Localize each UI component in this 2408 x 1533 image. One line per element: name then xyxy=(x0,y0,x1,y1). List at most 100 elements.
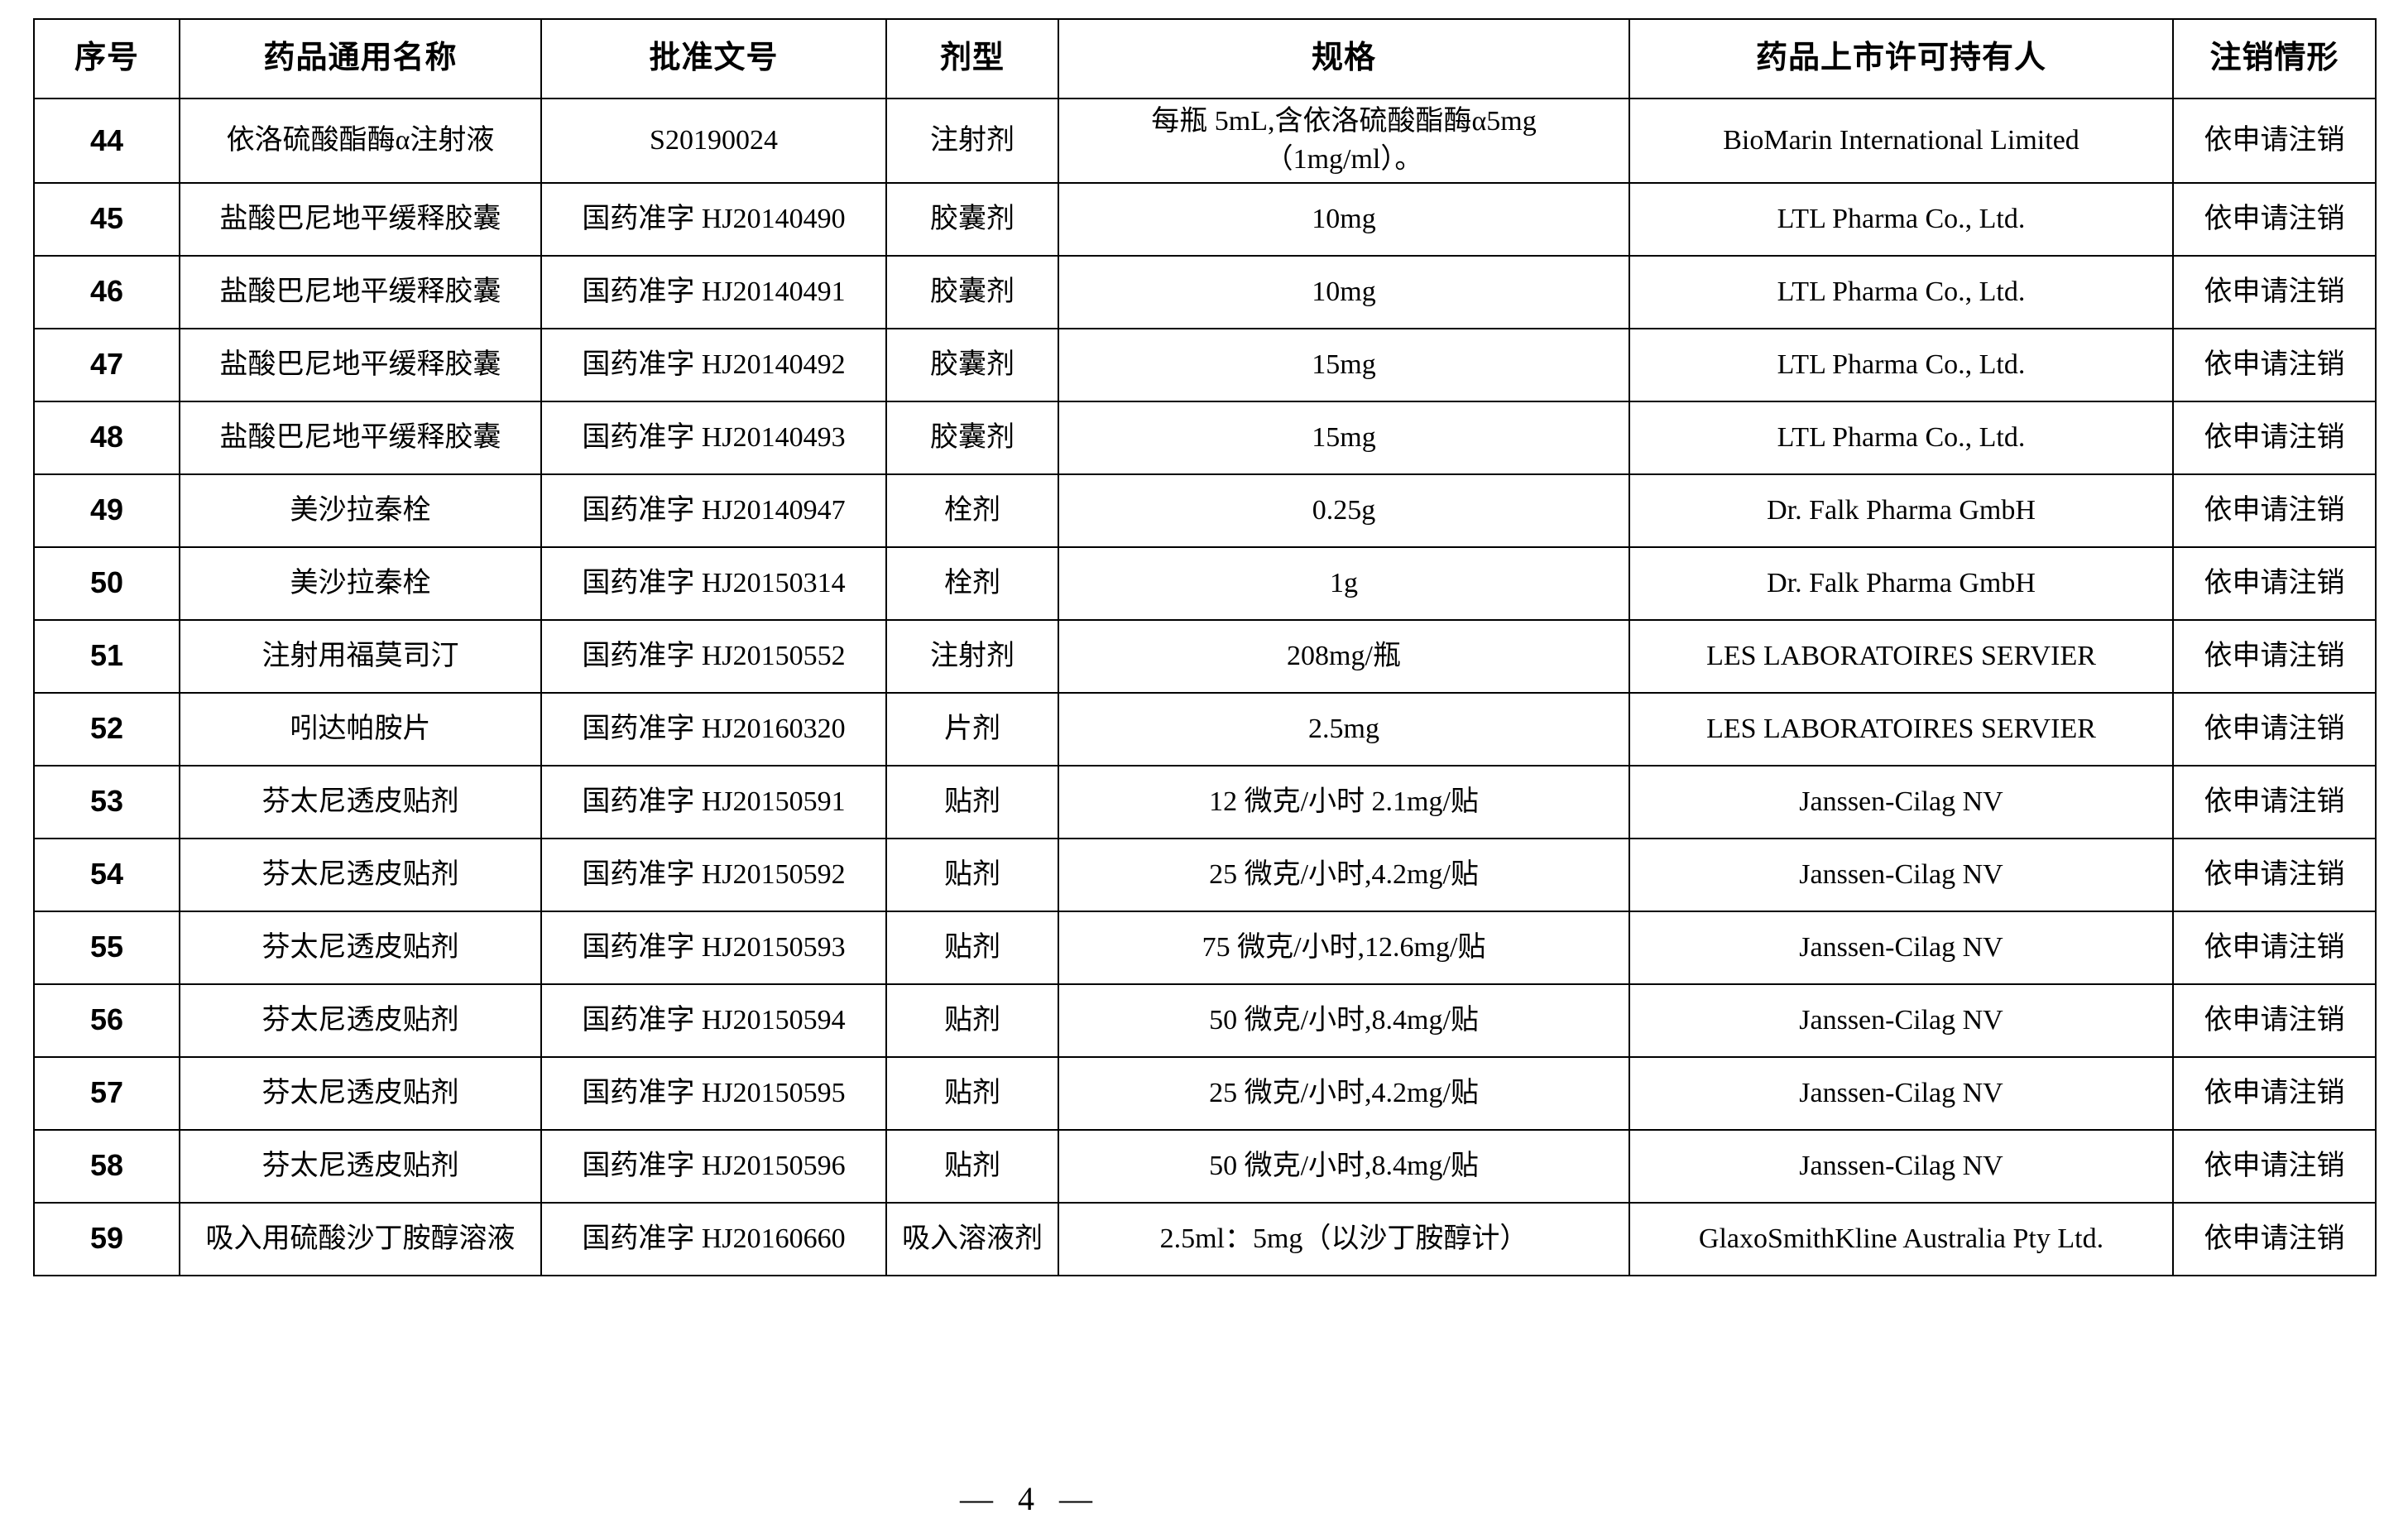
specification-line: 每瓶 5mL,含依洛硫酸酯酶α5mg xyxy=(1151,106,1537,137)
cell-drug-name: 注射用福莫司汀 xyxy=(179,618,542,694)
cell-seq: 51 xyxy=(33,618,180,694)
specification-line: 10mg xyxy=(1312,203,1376,234)
cell-marketing-holder: LTL Pharma Co., Ltd. xyxy=(1629,254,2174,329)
cell-cancellation-status: 依申请注销 xyxy=(2172,618,2377,694)
cell-approval-number: 国药准字 HJ20150591 xyxy=(540,764,887,839)
cell-marketing-holder: LES LABORATOIRES SERVIER xyxy=(1629,618,2174,694)
table-body: 44 依洛硫酸酯酶α注射液 S20190024 注射剂 每瓶 5mL,含依洛硫酸酯酶α5… xyxy=(33,98,2377,1276)
table-row: 45 盐酸巴尼地平缓释胶囊 国药准字 HJ20140490 胶囊剂 10mg LTL Ph… xyxy=(33,181,2377,257)
cell-dosage-form: 贴剂 xyxy=(885,837,1059,912)
table-row: 58 芬太尼透皮贴剂 国药准字 HJ20150596 贴剂 50 微克/小时,8.4mg… xyxy=(33,1128,2377,1204)
cell-seq: 50 xyxy=(33,545,180,621)
cell-seq: 48 xyxy=(33,400,180,475)
table-header: 序号 药品通用名称 批准文号 剂型 规格 药品上市许可持有人 注销情形 xyxy=(33,18,2377,99)
cell-marketing-holder: Janssen-Cilag NV xyxy=(1629,1055,2174,1131)
cell-dosage-form: 胶囊剂 xyxy=(885,181,1059,257)
cell-approval-number: 国药准字 HJ20160320 xyxy=(540,691,887,766)
specification-line: 0.25g xyxy=(1312,494,1376,526)
cell-seq: 47 xyxy=(33,327,180,402)
specification-line: 208mg/瓶 xyxy=(1287,640,1401,671)
cell-cancellation-status: 依申请注销 xyxy=(2172,837,2377,912)
cell-cancellation-status: 依申请注销 xyxy=(2172,1055,2377,1131)
cell-drug-name: 盐酸巴尼地平缓释胶囊 xyxy=(179,327,542,402)
cell-cancellation-status: 依申请注销 xyxy=(2172,181,2377,257)
specification-line: 1g xyxy=(1330,567,1358,598)
page-number: — 4 — xyxy=(960,1480,1101,1517)
table-row: 52 吲达帕胺片 国药准字 HJ20160320 片剂 2.5mg LES LABORAT… xyxy=(33,691,2377,766)
specification-line: 75 微克/小时,12.6mg/贴 xyxy=(1202,931,1486,963)
cell-drug-name: 美沙拉秦栓 xyxy=(179,473,542,548)
cell-specification: 2.5ml：5mg（以沙丁胺醇计） xyxy=(1058,1201,1630,1276)
cell-drug-name: 盐酸巴尼地平缓释胶囊 xyxy=(179,400,542,475)
cell-marketing-holder: LTL Pharma Co., Ltd. xyxy=(1629,327,2174,402)
cell-marketing-holder: Janssen-Cilag NV xyxy=(1629,1128,2174,1204)
cell-dosage-form: 吸入溶液剂 xyxy=(885,1201,1059,1276)
cell-approval-number: 国药准字 HJ20150593 xyxy=(540,910,887,985)
cell-specification: 12 微克/小时 2.1mg/贴 xyxy=(1058,764,1630,839)
cell-drug-name: 芬太尼透皮贴剂 xyxy=(179,1055,542,1131)
cell-specification: 10mg xyxy=(1058,181,1630,257)
cell-drug-name: 芬太尼透皮贴剂 xyxy=(179,983,542,1058)
cell-approval-number: 国药准字 HJ20160660 xyxy=(540,1201,887,1276)
cell-marketing-holder: LTL Pharma Co., Ltd. xyxy=(1629,181,2174,257)
cell-drug-name: 吸入用硫酸沙丁胺醇溶液 xyxy=(179,1201,542,1276)
cell-specification: 15mg xyxy=(1058,400,1630,475)
cell-drug-name: 芬太尼透皮贴剂 xyxy=(179,764,542,839)
specification-line: （1mg/ml）。 xyxy=(1264,143,1423,175)
cell-cancellation-status: 依申请注销 xyxy=(2172,98,2377,184)
specification-line: 12 微克/小时 2.1mg/贴 xyxy=(1209,786,1479,817)
cell-seq: 49 xyxy=(33,473,180,548)
table-row: 59 吸入用硫酸沙丁胺醇溶液 国药准字 HJ20160660 吸入溶液剂 2.5ml：5… xyxy=(33,1201,2377,1276)
cell-seq: 58 xyxy=(33,1128,180,1204)
cell-cancellation-status: 依申请注销 xyxy=(2172,1201,2377,1276)
page-footer: — 4 — xyxy=(0,1479,2408,1518)
cell-marketing-holder: Dr. Falk Pharma GmbH xyxy=(1629,545,2174,621)
cell-drug-name: 盐酸巴尼地平缓释胶囊 xyxy=(179,181,542,257)
cell-cancellation-status: 依申请注销 xyxy=(2172,545,2377,621)
cell-specification: 1g xyxy=(1058,545,1630,621)
cell-approval-number: 国药准字 HJ20150596 xyxy=(540,1128,887,1204)
cell-seq: 44 xyxy=(33,98,180,184)
table-row: 55 芬太尼透皮贴剂 国药准字 HJ20150593 贴剂 75 微克/小时,12.6m… xyxy=(33,910,2377,985)
cell-specification: 15mg xyxy=(1058,327,1630,402)
cell-marketing-holder: GlaxoSmithKline Australia Pty Ltd. xyxy=(1629,1201,2174,1276)
cell-marketing-holder: LTL Pharma Co., Ltd. xyxy=(1629,400,2174,475)
cell-cancellation-status: 依申请注销 xyxy=(2172,400,2377,475)
cell-specification: 25 微克/小时,4.2mg/贴 xyxy=(1058,837,1630,912)
cell-drug-name: 芬太尼透皮贴剂 xyxy=(179,1128,542,1204)
cell-approval-number: 国药准字 HJ20150594 xyxy=(540,983,887,1058)
cell-approval-number: 国药准字 HJ20140491 xyxy=(540,254,887,329)
cell-drug-name: 美沙拉秦栓 xyxy=(179,545,542,621)
cell-specification: 25 微克/小时,4.2mg/贴 xyxy=(1058,1055,1630,1131)
cell-marketing-holder: Janssen-Cilag NV xyxy=(1629,764,2174,839)
column-header-form: 剂型 xyxy=(885,18,1059,99)
specification-line: 25 微克/小时,4.2mg/贴 xyxy=(1209,1077,1479,1108)
cell-drug-name: 盐酸巴尼地平缓释胶囊 xyxy=(179,254,542,329)
cell-approval-number: 国药准字 HJ20150595 xyxy=(540,1055,887,1131)
cell-dosage-form: 贴剂 xyxy=(885,910,1059,985)
specification-line: 25 微克/小时,4.2mg/贴 xyxy=(1209,858,1479,890)
table-row: 48 盐酸巴尼地平缓释胶囊 国药准字 HJ20140493 胶囊剂 15mg LTL Ph… xyxy=(33,400,2377,475)
cell-dosage-form: 贴剂 xyxy=(885,1128,1059,1204)
cell-cancellation-status: 依申请注销 xyxy=(2172,1128,2377,1204)
specification-line: 15mg xyxy=(1312,421,1376,453)
table-row: 46 盐酸巴尼地平缓释胶囊 国药准字 HJ20140491 胶囊剂 10mg LTL Ph… xyxy=(33,254,2377,329)
cell-approval-number: 国药准字 HJ20150592 xyxy=(540,837,887,912)
column-header-holder: 药品上市许可持有人 xyxy=(1629,18,2174,99)
cell-seq: 57 xyxy=(33,1055,180,1131)
cell-dosage-form: 注射剂 xyxy=(885,618,1059,694)
cell-approval-number: 国药准字 HJ20150552 xyxy=(540,618,887,694)
table-row: 54 芬太尼透皮贴剂 国药准字 HJ20150592 贴剂 25 微克/小时,4.2mg… xyxy=(33,837,2377,912)
table-row: 47 盐酸巴尼地平缓释胶囊 国药准字 HJ20140492 胶囊剂 15mg LTL Ph… xyxy=(33,327,2377,402)
cell-drug-name: 芬太尼透皮贴剂 xyxy=(179,837,542,912)
cell-marketing-holder: LES LABORATOIRES SERVIER xyxy=(1629,691,2174,766)
table-row: 50 美沙拉秦栓 国药准字 HJ20150314 栓剂 1g Dr. Falk Pharm… xyxy=(33,545,2377,621)
drug-cancellation-table: 序号 药品通用名称 批准文号 剂型 规格 药品上市许可持有人 注销情形 44 依洛… xyxy=(33,18,2377,1276)
cell-dosage-form: 胶囊剂 xyxy=(885,254,1059,329)
cell-dosage-form: 胶囊剂 xyxy=(885,327,1059,402)
cell-dosage-form: 注射剂 xyxy=(885,98,1059,184)
cell-marketing-holder: Dr. Falk Pharma GmbH xyxy=(1629,473,2174,548)
column-header-status: 注销情形 xyxy=(2172,18,2377,99)
table-row: 57 芬太尼透皮贴剂 国药准字 HJ20150595 贴剂 25 微克/小时,4.2mg… xyxy=(33,1055,2377,1131)
table-header-row: 序号 药品通用名称 批准文号 剂型 规格 药品上市许可持有人 注销情形 xyxy=(33,18,2377,99)
